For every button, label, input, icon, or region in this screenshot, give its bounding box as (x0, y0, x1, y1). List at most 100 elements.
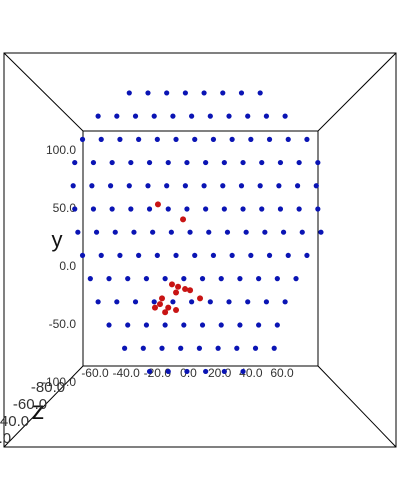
point (125, 322, 131, 328)
point (181, 276, 187, 282)
point (285, 136, 291, 142)
x-tick-label: -60.0 (81, 366, 109, 380)
point (313, 183, 319, 189)
outer-frame (3, 52, 397, 448)
point (184, 206, 190, 212)
point (95, 299, 101, 305)
point (122, 345, 128, 351)
box-edge (317, 52, 397, 132)
inner-frame (82, 130, 319, 367)
point (282, 299, 288, 305)
point (277, 159, 284, 166)
point (112, 229, 118, 235)
box (3, 52, 397, 448)
y-tick-label: 50.0 (53, 201, 77, 215)
box-edge (3, 365, 84, 448)
point (229, 136, 235, 142)
z-axis-label: z (32, 395, 45, 425)
point (224, 229, 231, 235)
point (220, 90, 226, 96)
point (257, 183, 263, 189)
point (229, 252, 235, 259)
point (318, 229, 324, 235)
point (131, 229, 137, 235)
point (218, 276, 224, 282)
point (201, 183, 207, 189)
point (240, 159, 246, 166)
point (180, 216, 187, 223)
y-axis-label: y (52, 227, 63, 252)
point (162, 322, 168, 328)
point (143, 276, 150, 282)
point (114, 299, 120, 305)
point (237, 276, 243, 282)
point (162, 276, 168, 282)
point (294, 183, 301, 189)
point (215, 345, 221, 351)
point (145, 183, 151, 189)
point (240, 206, 246, 212)
point (164, 90, 170, 96)
point (126, 90, 132, 96)
y-tick-label: 0.0 (59, 259, 76, 273)
point (117, 136, 123, 142)
point (280, 229, 287, 235)
point (181, 322, 187, 328)
point (304, 252, 310, 259)
point (106, 322, 112, 328)
point (207, 113, 213, 119)
point (262, 229, 268, 235)
point (182, 286, 189, 293)
point (150, 229, 156, 235)
point (203, 159, 209, 166)
point (182, 90, 188, 96)
z-tick-label: -40.0 (0, 413, 29, 430)
point (263, 113, 270, 119)
point (276, 183, 282, 189)
point (168, 229, 174, 235)
point (146, 368, 153, 375)
point (98, 136, 104, 142)
point (248, 136, 254, 142)
point (187, 229, 193, 235)
point (159, 295, 166, 302)
point (207, 299, 213, 305)
point (79, 136, 86, 142)
point (237, 322, 243, 328)
point (256, 276, 262, 282)
point (109, 206, 115, 212)
point (165, 159, 171, 166)
point (210, 136, 217, 142)
point (156, 301, 163, 308)
point (293, 276, 299, 282)
point (173, 252, 179, 259)
point (256, 322, 262, 328)
y-tick-label: -50.0 (49, 317, 77, 331)
point (75, 229, 81, 235)
point (296, 159, 302, 166)
point (197, 295, 204, 302)
point (164, 183, 170, 189)
point (128, 159, 134, 166)
point (90, 159, 97, 166)
point (206, 229, 212, 235)
y-tick-label: -100.0 (42, 375, 76, 389)
point (259, 159, 265, 166)
point (136, 136, 142, 142)
point (136, 252, 142, 259)
point (128, 206, 134, 212)
point (263, 299, 270, 305)
point (196, 345, 203, 351)
point (299, 229, 305, 235)
point (72, 206, 78, 212)
point (220, 183, 226, 189)
point (315, 159, 321, 166)
point (315, 206, 321, 212)
point (87, 276, 93, 282)
point (182, 183, 188, 189)
point (162, 309, 169, 316)
point (274, 276, 280, 282)
point (285, 252, 291, 259)
point (168, 281, 175, 288)
point (89, 183, 95, 189)
